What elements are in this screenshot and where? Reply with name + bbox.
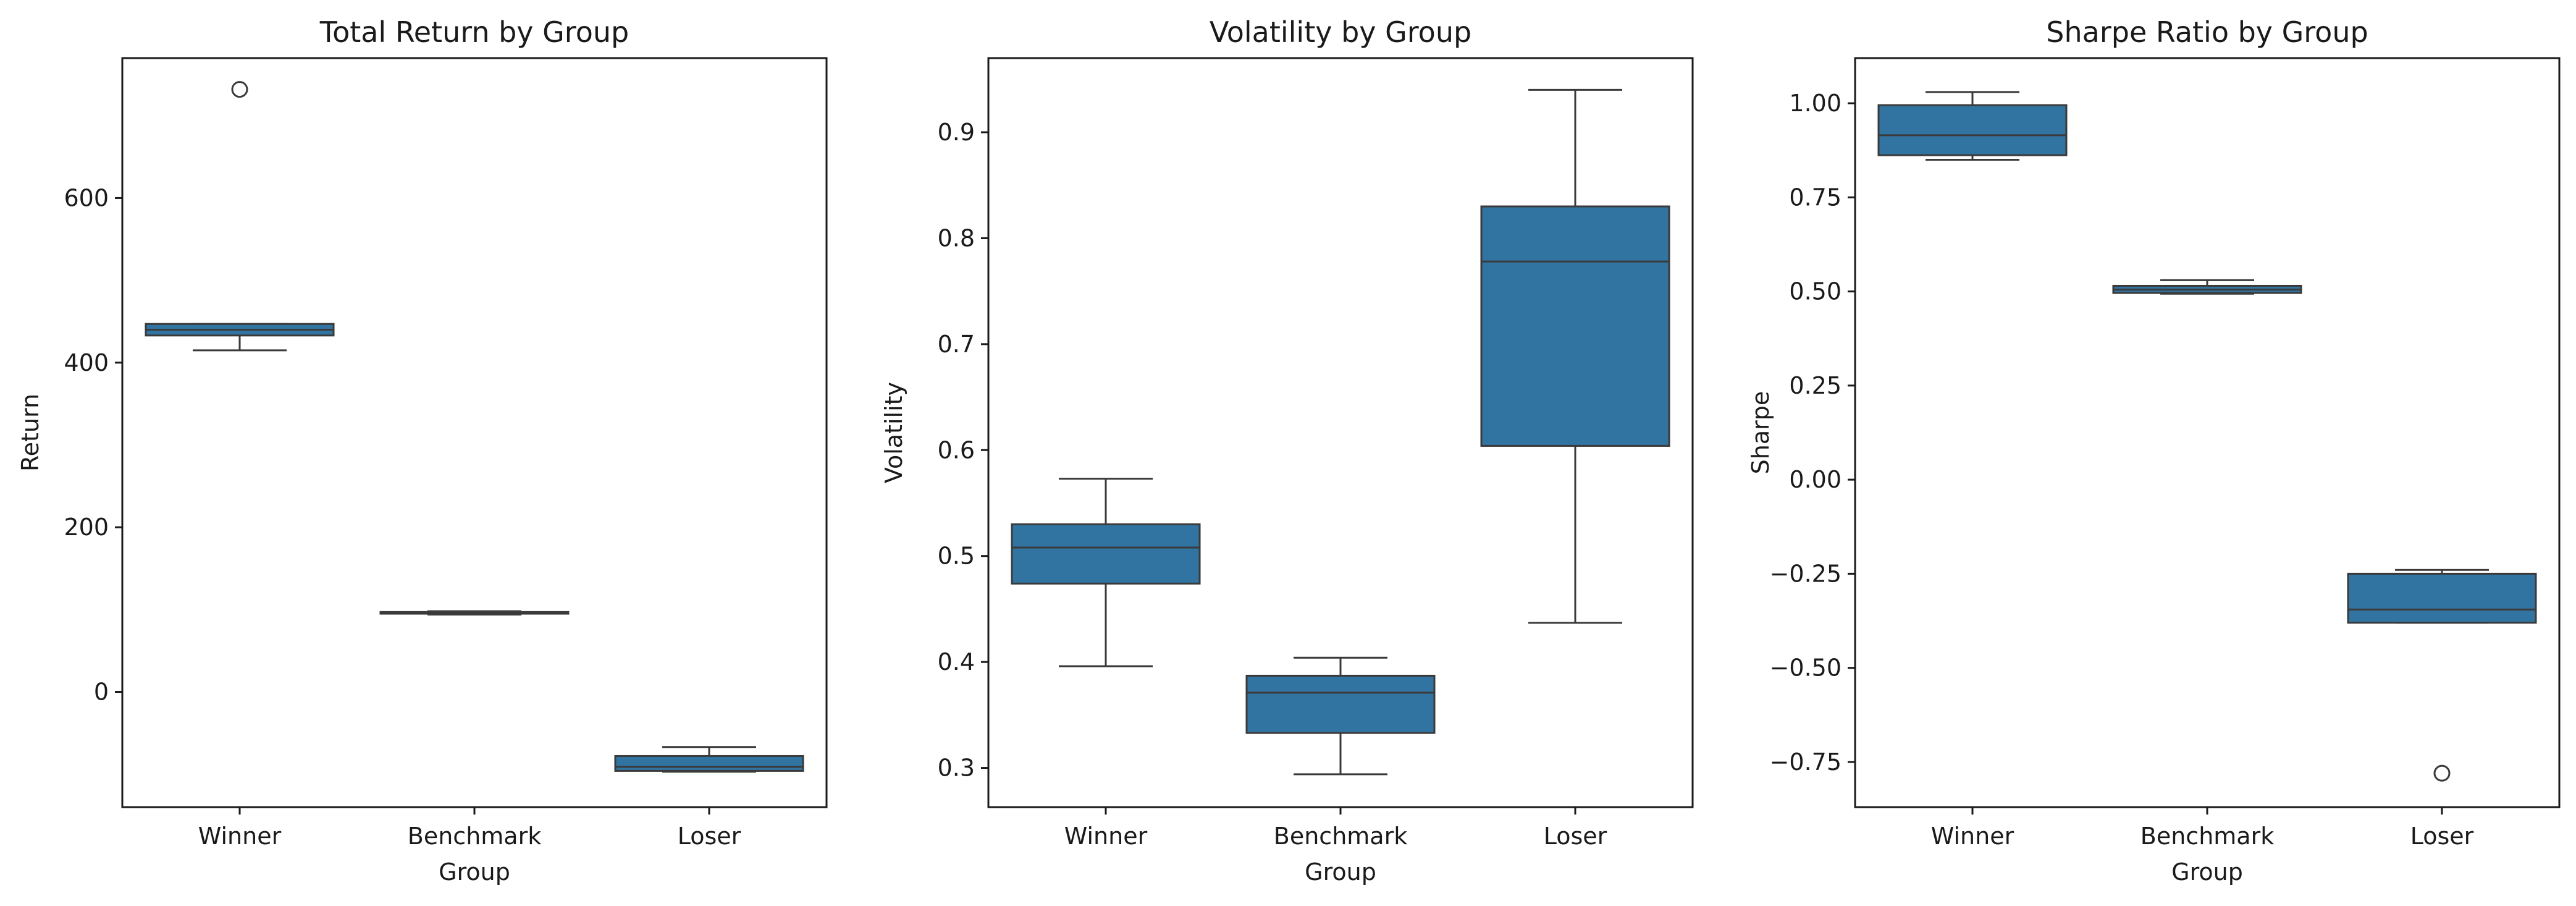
chart-title-0: Total Return by Group	[319, 15, 629, 49]
x-tick-label-0-0: Winner	[198, 823, 282, 850]
plot-frame-0	[121, 57, 828, 808]
outlier-2-loser-0	[2433, 764, 2451, 782]
y-tick-label-2-4: 0.25	[1789, 372, 1842, 399]
y-tick-label-0-2: 400	[64, 349, 109, 376]
y-tick-label-1-2: 0.5	[938, 543, 975, 570]
x-tick-label-2-0: Winner	[1931, 823, 2014, 850]
box-0-loser	[614, 755, 804, 772]
x-tick-label-1-2: Loser	[1544, 823, 1607, 850]
y-tick-label-0-3: 600	[64, 184, 109, 211]
y-tick-label-1-6: 0.9	[938, 119, 975, 146]
y-tick-label-2-7: 1.00	[1789, 90, 1842, 117]
x-axis-label-2: Group	[2171, 858, 2243, 886]
box-1-loser	[1480, 205, 1670, 447]
y-tick-label-2-5: 0.50	[1789, 278, 1842, 305]
y-tick-label-2-3: 0.00	[1789, 466, 1842, 493]
chart-title-1: Volatility by Group	[1210, 15, 1471, 49]
y-axis-label-0: Return	[17, 394, 44, 472]
y-tick-label-2-6: 0.75	[1789, 184, 1842, 211]
y-tick-label-0-0: 0	[94, 679, 109, 706]
y-tick-label-2-0: −0.75	[1770, 748, 1842, 776]
x-tick-label-1-1: Benchmark	[1274, 823, 1407, 850]
x-tick-label-0-2: Loser	[678, 823, 741, 850]
y-tick-label-1-4: 0.7	[938, 331, 975, 358]
y-axis-label-2: Sharpe	[1747, 391, 1774, 475]
x-tick-label-1-0: Winner	[1064, 823, 1148, 850]
y-tick-label-0-1: 200	[64, 514, 109, 541]
y-tick-label-1-5: 0.8	[938, 224, 975, 252]
y-tick-label-1-3: 0.6	[938, 436, 975, 464]
y-tick-label-1-1: 0.4	[938, 648, 975, 675]
box-1-winner	[1011, 523, 1201, 585]
box-2-loser	[2347, 572, 2537, 624]
box-2-winner	[1877, 104, 2068, 156]
outlier-0-winner-0	[231, 81, 248, 98]
x-tick-label-2-1: Benchmark	[2140, 823, 2274, 850]
y-tick-label-2-1: −0.50	[1770, 654, 1842, 682]
x-axis-label-1: Group	[1305, 858, 1376, 886]
chart-title-2: Sharpe Ratio by Group	[2046, 15, 2368, 49]
x-tick-label-0-1: Benchmark	[408, 823, 541, 850]
y-axis-label-1: Volatility	[880, 382, 907, 483]
x-axis-label-0: Group	[439, 858, 510, 886]
x-tick-label-2-2: Loser	[2410, 823, 2474, 850]
y-tick-label-2-2: −0.25	[1770, 560, 1842, 587]
y-tick-label-1-0: 0.3	[938, 755, 975, 782]
plot-frame-1	[987, 57, 1694, 808]
box-1-benchmark	[1245, 674, 1436, 734]
plot-frame-2	[1854, 57, 2561, 808]
